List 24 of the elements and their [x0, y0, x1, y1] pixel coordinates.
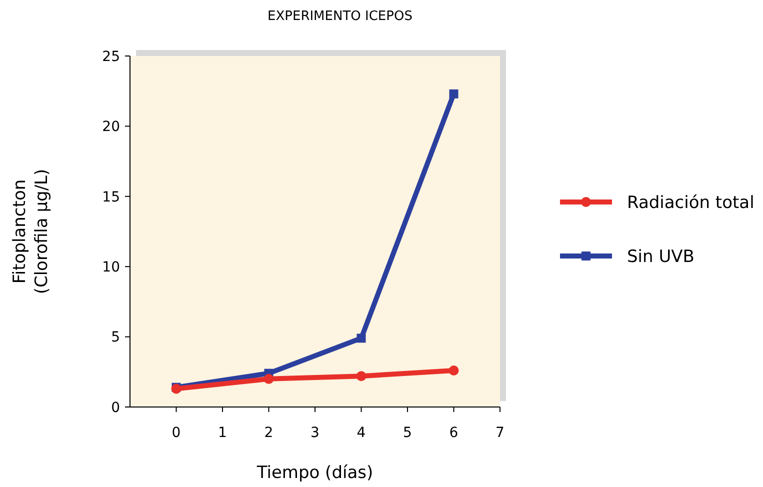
legend-label: Radiación total: [627, 192, 754, 213]
point: [356, 334, 366, 343]
y-tick-label: 5: [111, 330, 120, 346]
x-tick-label: 7: [496, 425, 504, 441]
chart-title: EXPERIMENTO ICEPOS: [268, 9, 412, 24]
x-axis-title: Tiempo (días): [256, 463, 374, 483]
point: [449, 89, 458, 98]
y-tick-label: 10: [102, 260, 120, 276]
y-tick-label: 20: [102, 119, 120, 136]
y-tick-label: 0: [111, 400, 120, 416]
y-tick-label: 15: [102, 189, 120, 206]
y-axis-title: Fitoplancton (Clorofila µg/L): [10, 168, 52, 294]
y-tick-label: 25: [102, 48, 120, 65]
legend-label: Sin UVB: [627, 246, 694, 267]
x-tick-label: 5: [403, 425, 412, 441]
point: [356, 371, 366, 382]
x-tick-label: 2: [264, 425, 274, 441]
point: [448, 365, 459, 376]
x-tick-label: 4: [356, 425, 366, 441]
x-tick-label: 1: [218, 425, 227, 441]
x-tick-label: 6: [449, 425, 458, 441]
x-tick-label: 0: [172, 425, 181, 441]
point: [264, 374, 274, 384]
x-tick-label: 3: [310, 425, 320, 441]
